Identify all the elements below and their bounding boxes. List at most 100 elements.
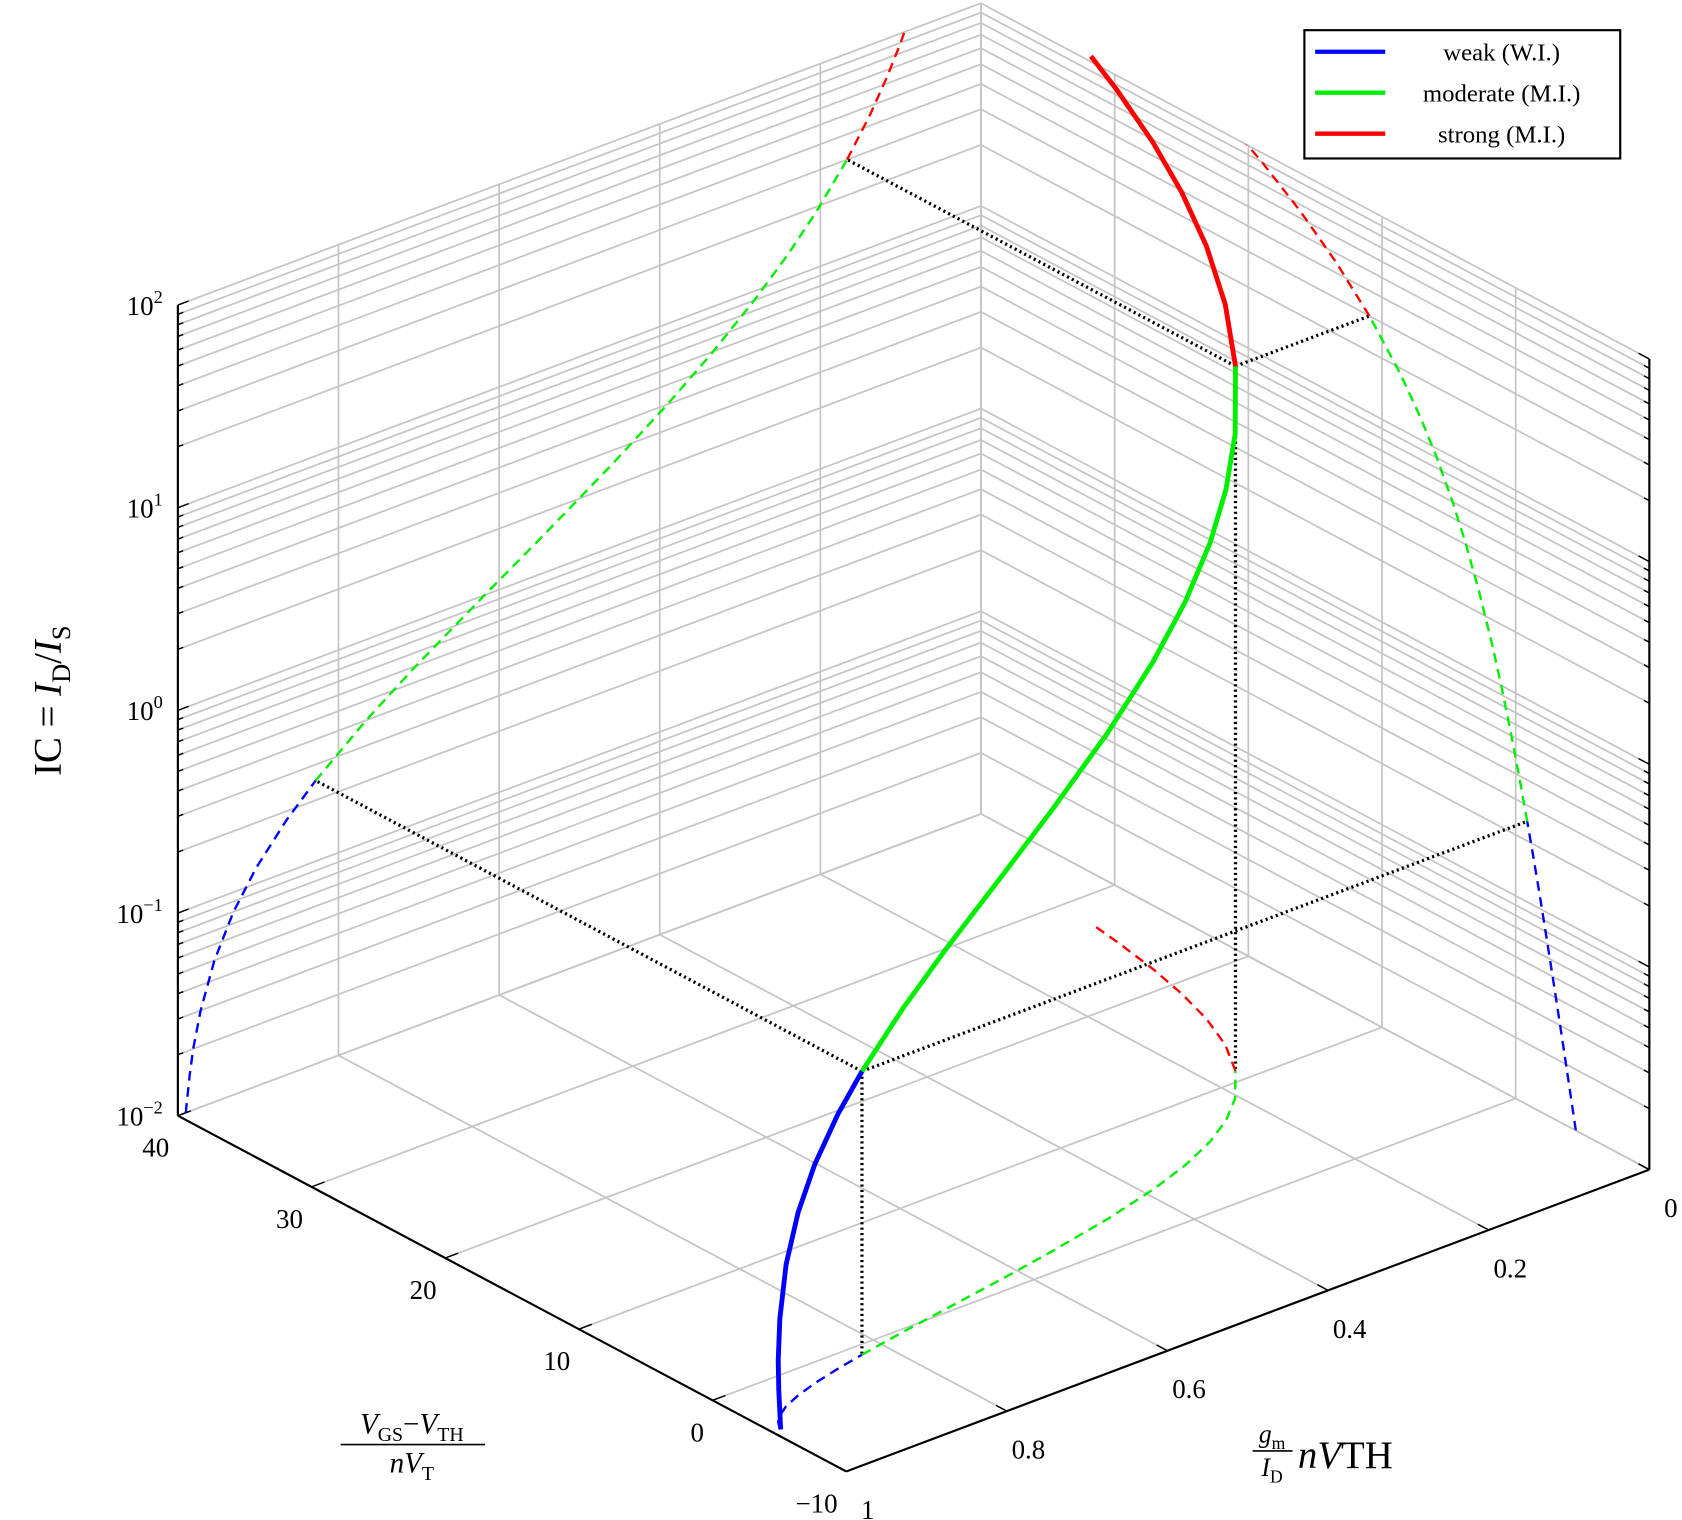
z-minor-tick	[177, 955, 184, 959]
z-minor-tick	[1643, 589, 1650, 594]
series-curve	[859, 366, 1238, 1073]
wall-grid-line	[177, 619, 982, 924]
z-minor-tick	[177, 768, 184, 773]
series-curve	[775, 1070, 865, 1430]
label-part: V	[404, 1448, 425, 1480]
wall-grid-line	[980, 205, 1650, 563]
wall-grid-line	[980, 427, 1650, 785]
z-tick-mark	[1638, 960, 1650, 968]
series-curve	[1089, 54, 1238, 367]
z-minor-tick	[1643, 364, 1650, 369]
right-wall-projection	[1526, 821, 1577, 1131]
wall-grid-line	[177, 671, 982, 975]
x-axis-label-num: VGS−VTH	[360, 1409, 464, 1446]
z-minor-tick	[177, 716, 184, 721]
z-tick-exponent: 2	[154, 287, 163, 307]
label-part: I	[26, 638, 69, 654]
z-tick-mark	[1638, 757, 1650, 765]
wall-grid-line	[980, 813, 1650, 1171]
label-part: V	[360, 1409, 381, 1441]
z-minor-tick	[1643, 619, 1650, 624]
wall-grid-line	[980, 236, 1650, 594]
guide-line	[314, 779, 863, 1073]
z-minor-tick	[1643, 902, 1650, 907]
z-minor-tick	[1643, 972, 1650, 977]
wall-grid-line	[980, 468, 1650, 827]
wall-grid-line	[177, 752, 982, 1056]
guide-line	[861, 819, 1528, 1073]
wall-grid-line	[177, 427, 982, 731]
z-tick-base: 10	[116, 1101, 143, 1131]
label-part: V	[1317, 1434, 1345, 1477]
z-minor-tick	[177, 524, 184, 529]
y-axis-label-tail: nVTH	[1298, 1434, 1393, 1477]
floor-grid-line	[712, 1097, 1516, 1402]
z-minor-tick	[177, 383, 184, 387]
label-part: TH	[1341, 1434, 1393, 1477]
label-part: T	[422, 1463, 434, 1485]
y-tick-label: 0.2	[1493, 1253, 1527, 1283]
z-tick-base: 10	[127, 493, 154, 523]
floor-grid-line	[444, 955, 1249, 1259]
plot-area: −1001020304000.20.40.60.8110−210−1100101…	[26, 2, 1678, 1520]
z-tick-mark	[1638, 1163, 1650, 1171]
label-part: /	[26, 653, 69, 664]
wall-grid-line	[980, 691, 1650, 1049]
wall-grid-line	[177, 655, 982, 959]
z-axis-label: IC = ID/IS	[26, 625, 76, 775]
wall-grid-line	[980, 549, 1650, 907]
legend-label: moderate (M.I.)	[1423, 80, 1581, 107]
z-tick-mark	[177, 705, 189, 712]
label-part: m	[1272, 1433, 1286, 1453]
z-tick-label: 101	[127, 490, 163, 524]
wall-grid-line	[980, 311, 1650, 669]
y-axis-label-den: ID	[1260, 1453, 1282, 1486]
y-tick-mark	[1316, 1284, 1329, 1291]
z-minor-tick	[177, 813, 184, 818]
z-minor-tick	[1643, 1044, 1650, 1049]
y-tick-mark	[1156, 1344, 1168, 1352]
wall-grid-line	[177, 716, 982, 1020]
z-minor-tick	[1643, 866, 1650, 871]
wall-grid-line	[177, 452, 982, 757]
floor-grid-line	[498, 994, 1168, 1352]
z-minor-tick	[177, 788, 184, 792]
label-part: −	[403, 1409, 419, 1441]
z-minor-tick	[177, 646, 184, 651]
z-minor-tick	[177, 919, 184, 923]
z-minor-tick	[1643, 416, 1650, 421]
z-minor-tick	[1643, 375, 1650, 380]
wall-grid-line	[980, 22, 1650, 380]
z-minor-tick	[1643, 1069, 1650, 1074]
wall-grid-line	[980, 83, 1650, 441]
wall-grid-line	[177, 236, 982, 540]
wall-grid-line	[980, 671, 1650, 1029]
z-minor-tick	[177, 1052, 184, 1056]
wall-grid-line	[980, 346, 1650, 705]
z-tick-mark	[1638, 352, 1650, 360]
wall-grid-line	[177, 63, 982, 367]
wall-grid-line	[177, 144, 982, 448]
z-minor-tick	[177, 930, 184, 934]
wall-grid-line	[980, 266, 1650, 624]
wall-grid-line	[980, 407, 1650, 766]
z-tick-mark	[1638, 555, 1650, 563]
z-minor-tick	[1643, 400, 1650, 405]
z-minor-tick	[177, 322, 184, 326]
z-minor-tick	[1643, 1024, 1650, 1029]
z-minor-tick	[177, 991, 184, 995]
guide-line	[1234, 314, 1370, 368]
wall-grid-line	[980, 144, 1650, 502]
wall-grid-line	[980, 513, 1650, 872]
wall-grid-line	[177, 285, 982, 590]
z-minor-tick	[177, 363, 184, 367]
x-tick-label: 0	[690, 1417, 703, 1447]
label-part: D	[46, 664, 76, 683]
z-minor-tick	[177, 311, 184, 316]
wall-grid-line	[980, 33, 1650, 392]
wall-grid-line	[177, 417, 982, 721]
wall-grid-line	[177, 549, 982, 853]
z-minor-tick	[1643, 699, 1650, 704]
